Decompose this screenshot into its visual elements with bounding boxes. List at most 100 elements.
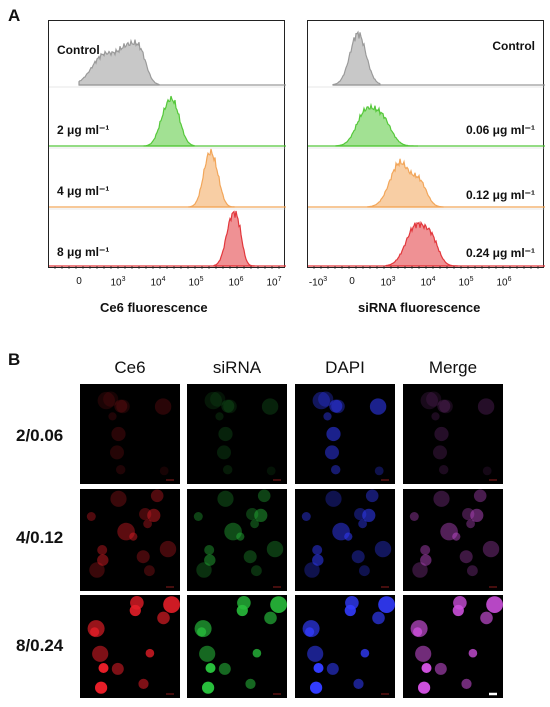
cell-blob <box>157 611 170 625</box>
cell-blob <box>468 648 478 658</box>
cell-blob <box>103 391 119 407</box>
cell-blob <box>467 565 478 577</box>
ce6-histogram-2 <box>188 148 235 208</box>
micrograph-merge-row-1 <box>403 384 503 484</box>
ce6-row-label-control: Control <box>57 43 100 57</box>
cell-blob <box>143 519 152 529</box>
cell-blob <box>413 627 423 637</box>
ce6-tick-label-4: 106 <box>228 276 244 289</box>
cell-blob <box>117 522 135 541</box>
micrograph-ce6-row-2 <box>80 489 180 591</box>
cell-blob <box>150 489 164 503</box>
cell-blob <box>412 562 428 578</box>
cell-blob <box>466 519 475 529</box>
cell-blob <box>110 490 127 507</box>
cell-blob <box>90 627 100 637</box>
cell-blob <box>359 565 370 577</box>
sirna-histogram-3 <box>385 220 458 267</box>
cell-blob <box>163 596 180 613</box>
cell-blob <box>420 545 431 555</box>
cell-blob <box>204 391 222 410</box>
cell-blob <box>217 490 234 507</box>
cell-blob <box>418 681 431 694</box>
cell-blob <box>95 681 108 694</box>
sirna-flow-plot: Control 0.06 μg ml⁻¹ 0.12 μg ml⁻¹ 0.24 μ… <box>307 20 545 269</box>
micrograph-merge-row-2 <box>403 489 503 591</box>
cell-blob <box>482 466 492 476</box>
cell-blob <box>136 550 150 564</box>
sirna-histogram-stack <box>308 30 545 269</box>
cell-blob <box>421 663 432 673</box>
micrograph-ce6-row-3 <box>80 595 180 698</box>
cell-blob <box>433 490 450 507</box>
cell-blob <box>144 565 155 577</box>
micrograph-dapi-row-3 <box>295 595 395 698</box>
ce6-tick-label-1: 103 <box>110 276 126 289</box>
cell-blob <box>205 663 216 673</box>
cell-blob <box>360 648 370 658</box>
ce6-histogram-stack <box>49 38 286 269</box>
cell-blob <box>486 596 503 613</box>
sirna-row-label-024: 0.24 μg ml⁻¹ <box>465 246 535 260</box>
cell-blob <box>452 532 461 541</box>
col-head-ce6: Ce6 <box>114 358 146 377</box>
cell-blob <box>313 663 324 673</box>
cell-blob <box>139 508 152 521</box>
cell-blob <box>433 445 447 460</box>
cell-blob <box>310 681 323 694</box>
ce6-histogram-1 <box>143 95 195 147</box>
col-head-dapi: DAPI <box>325 358 365 377</box>
cell-blob <box>453 596 467 610</box>
cell-blob <box>217 445 231 460</box>
cell-blob <box>362 508 376 522</box>
ce6-flow-plot: Control 2 μg ml⁻¹ 4 μg ml⁻¹ 8 μg ml⁻¹ <box>48 20 286 269</box>
cell-blob <box>304 562 320 578</box>
cell-blob <box>325 445 339 460</box>
cell-blob <box>223 399 237 414</box>
sirna-row-label-012: 0.12 μg ml⁻¹ <box>465 188 535 202</box>
cell-blob <box>459 550 473 564</box>
cell-blob <box>437 399 451 413</box>
ce6-tick-label-3: 105 <box>188 276 204 289</box>
cell-blob <box>372 611 385 625</box>
cell-blob <box>196 562 212 578</box>
ce6-row-label-4: 4 μg ml⁻¹ <box>57 184 110 198</box>
cell-blob <box>218 426 233 442</box>
cell-blob <box>111 662 124 675</box>
sirna-histogram-0 <box>332 30 381 86</box>
cell-blob <box>250 519 259 529</box>
cell-blob <box>204 545 215 555</box>
cell-blob <box>439 399 453 414</box>
micrograph-sirna-row-3 <box>187 595 287 698</box>
sirna-tick-label-0: -103 <box>308 276 328 289</box>
micrograph-ce6-row-1 <box>80 384 180 484</box>
cell-blob <box>312 554 324 566</box>
cell-blob <box>98 663 109 673</box>
cell-blob <box>409 512 419 521</box>
sirna-histogram-2 <box>367 158 444 208</box>
cell-blob <box>365 489 379 503</box>
cell-blob <box>312 545 323 555</box>
cell-blob <box>305 627 315 637</box>
cell-blob <box>353 678 364 689</box>
panel-b-letter: B <box>8 350 21 369</box>
cell-blob <box>345 596 359 610</box>
sirna-tick-label-2: 103 <box>380 276 396 289</box>
ce6-tick-label-5: 107 <box>266 276 282 289</box>
ce6-histogram-3 <box>213 210 255 267</box>
cell-blob <box>323 412 332 421</box>
cell-blob <box>270 596 287 613</box>
sirna-row-label-control: Control <box>492 39 535 53</box>
cell-blob <box>420 554 432 566</box>
cell-blob <box>480 611 493 625</box>
cell-blob <box>351 550 365 564</box>
cell-blob <box>193 512 203 521</box>
cell-blob <box>237 596 251 610</box>
cell-blob <box>344 532 353 541</box>
panel-a-letter: A <box>8 6 21 25</box>
cell-blob <box>97 545 108 555</box>
micrograph-sirna-row-2 <box>187 489 287 591</box>
cell-blob <box>420 391 438 410</box>
cell-blob <box>116 465 126 475</box>
cell-blob <box>331 399 345 414</box>
